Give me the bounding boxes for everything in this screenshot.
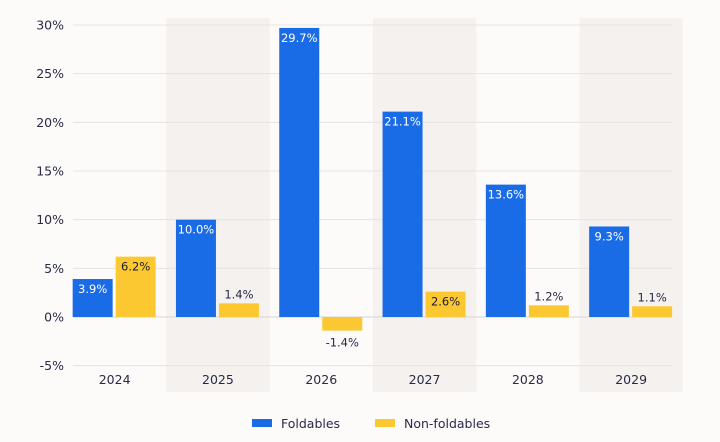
data-label: 3.9%: [78, 282, 107, 296]
bar-non-foldables: [218, 303, 259, 317]
x-tick-label: 2024: [99, 372, 131, 387]
data-label: 2.6%: [431, 295, 460, 309]
y-tick-label: 25%: [36, 66, 64, 81]
y-tick-label: 30%: [36, 18, 64, 33]
y-tick-label: 15%: [36, 164, 64, 179]
legend-label: Non-foldables: [404, 416, 490, 431]
y-tick-label: 0%: [44, 310, 64, 325]
data-label: 9.3%: [595, 229, 624, 243]
data-label: 10.0%: [178, 223, 215, 237]
bar-foldables: [279, 27, 320, 317]
data-label: -1.4%: [326, 336, 359, 350]
data-label: 1.1%: [638, 290, 667, 304]
bar-foldables: [485, 184, 526, 317]
x-tick-label: 2028: [512, 372, 544, 387]
data-label: 13.6%: [488, 188, 525, 202]
bar-foldables: [589, 226, 630, 317]
data-label: 21.1%: [384, 115, 421, 129]
bar-foldables: [382, 111, 423, 317]
bar-non-foldables: [322, 317, 363, 331]
x-tick-label: 2025: [202, 372, 234, 387]
data-label: 6.2%: [121, 260, 150, 274]
column-shade: [579, 18, 683, 392]
legend-swatch-0: [252, 419, 272, 427]
legend-label: Foldables: [281, 416, 340, 431]
x-tick-label: 2027: [409, 372, 441, 387]
x-tick-label: 2026: [305, 372, 337, 387]
data-label: 1.4%: [224, 287, 253, 301]
bar-foldables: [175, 219, 216, 317]
y-tick-label: 20%: [36, 115, 64, 130]
x-tick-label: 2029: [615, 372, 647, 387]
y-tick-label: 5%: [44, 261, 64, 276]
bar-non-foldables: [115, 256, 156, 317]
column-shade: [166, 18, 270, 392]
legend-swatch-1: [375, 419, 395, 427]
data-label: 1.2%: [534, 289, 563, 303]
bar-foldables: [72, 279, 113, 317]
y-tick-label: 10%: [36, 212, 64, 227]
bar-non-foldables: [528, 305, 569, 317]
bar-non-foldables: [425, 291, 466, 317]
bar-non-foldables: [632, 306, 673, 317]
y-tick-label: -5%: [40, 358, 64, 373]
data-label: 29.7%: [281, 31, 318, 45]
